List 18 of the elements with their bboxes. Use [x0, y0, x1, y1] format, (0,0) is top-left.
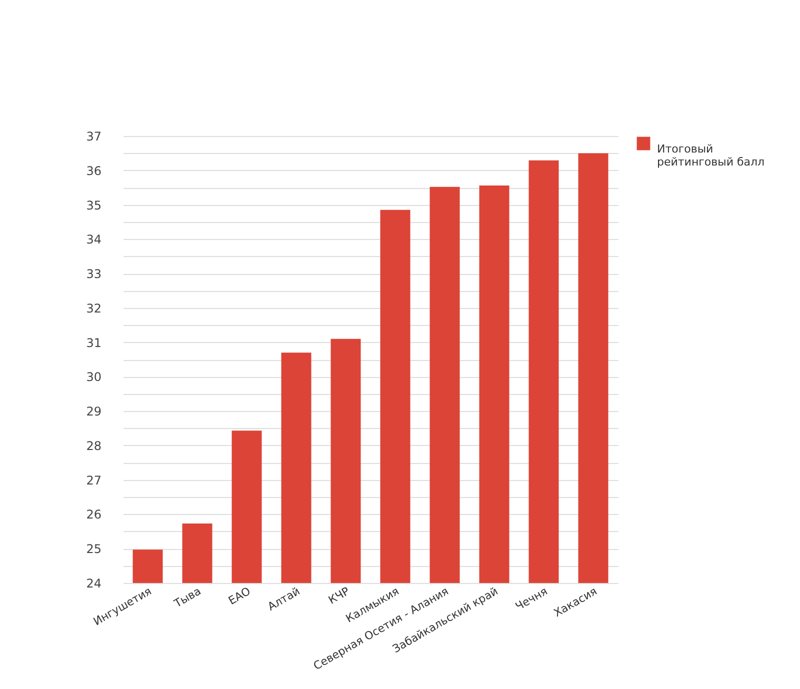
y-tick-label: 24 — [86, 576, 102, 590]
x-tick-label: КЧР — [326, 584, 352, 607]
y-tick-label: 25 — [86, 542, 102, 556]
y-tick-label: 26 — [86, 508, 102, 522]
y-tick-label: 32 — [86, 301, 102, 316]
y-tick-label: 30 — [86, 370, 102, 384]
x-tick-label: Тыва — [171, 584, 204, 611]
y-tick-label: 37 — [86, 130, 102, 144]
y-tick-label: 27 — [86, 473, 102, 488]
y-tick-label: 35 — [86, 198, 102, 212]
y-tick-label: 36 — [86, 164, 102, 178]
legend-label: Итоговый рейтинговый балл — [657, 142, 765, 168]
y-tick-label: 31 — [86, 336, 102, 350]
y-tick-label: 34 — [86, 232, 102, 247]
y-tick-label: 28 — [86, 438, 102, 453]
x-tick-label: ЕАО — [226, 584, 254, 608]
y-tick-label: 33 — [86, 267, 102, 282]
y-tick-label: 29 — [86, 404, 102, 419]
